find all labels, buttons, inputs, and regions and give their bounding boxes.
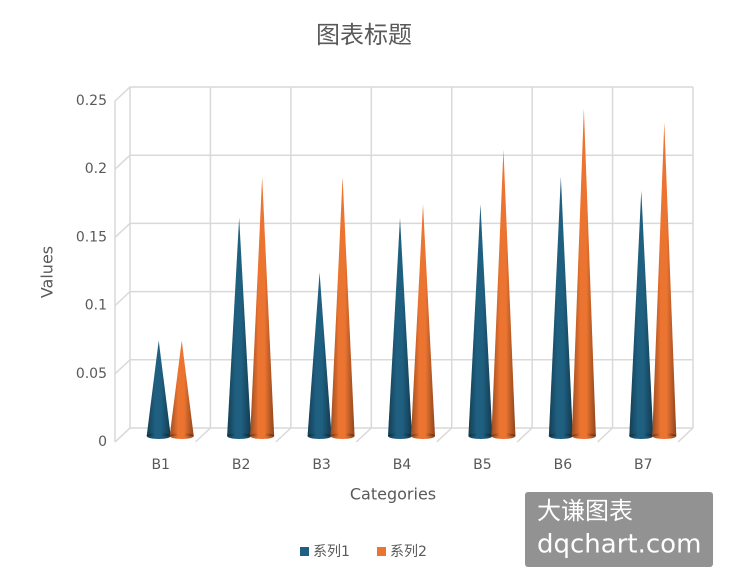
x-tick-label: B4: [393, 457, 412, 473]
cone-base-shade: [227, 433, 252, 439]
grid-line: [114, 154, 693, 170]
x-tick-label: B2: [232, 457, 251, 473]
cone-shade: [146, 340, 171, 436]
watermark-box: [525, 492, 713, 567]
cone-shade: [468, 204, 493, 436]
cone-shade: [250, 176, 275, 436]
x-tick-label: B6: [554, 457, 573, 473]
cone-base-shade: [169, 433, 194, 439]
cone: [411, 204, 435, 439]
cone-shade: [571, 108, 596, 436]
cone: [571, 108, 596, 439]
cone-base-shade: [571, 433, 596, 439]
chart-title: 图表标题: [316, 21, 412, 49]
legend-swatch: [300, 547, 309, 556]
cone-shade: [227, 217, 252, 436]
y-tick-label: 0.15: [76, 229, 107, 245]
cone: [491, 149, 516, 439]
cone-shade: [652, 122, 677, 436]
cone-base-shade: [411, 433, 435, 439]
cone-base-shade: [307, 433, 332, 439]
cone: [146, 340, 171, 439]
x-tick-label: B1: [151, 457, 170, 473]
cone-shade: [307, 272, 332, 436]
cone: [330, 176, 355, 439]
cone-base-shade: [548, 433, 573, 439]
cone: [250, 176, 275, 439]
cone-base-shade: [330, 433, 355, 439]
floor-line: [194, 427, 211, 443]
cone-shade: [169, 340, 194, 436]
cone-base-shade: [629, 433, 654, 439]
y-tick-label: 0.25: [76, 93, 107, 109]
cone: [468, 204, 493, 439]
x-tick-label: B7: [634, 457, 653, 473]
cone-base-shade: [491, 433, 516, 439]
y-tick-label: 0: [98, 434, 107, 450]
floor-line: [597, 427, 614, 443]
floor-line: [275, 427, 292, 443]
cone-base-shade: [468, 433, 493, 439]
cone-base-shade: [652, 433, 677, 439]
floor-line: [516, 427, 533, 443]
x-axis-title: Categories: [350, 485, 436, 504]
watermark-text: 大谦图表: [537, 497, 633, 525]
cone: [307, 272, 332, 439]
cone: [227, 217, 252, 439]
legend-label: 系列2: [390, 544, 427, 560]
cone-shade: [548, 176, 573, 436]
y-tick-label: 0.1: [85, 298, 107, 314]
floor-line: [436, 427, 453, 443]
cone: [548, 176, 573, 439]
x-tick-label: B5: [473, 457, 492, 473]
watermark-text: dqchart.com: [537, 530, 701, 560]
cone: [652, 122, 677, 439]
cone: [629, 190, 654, 439]
cone: [169, 340, 194, 439]
floor-line: [677, 427, 694, 443]
grid-line: [114, 86, 693, 102]
y-tick-label: 0.2: [85, 161, 107, 177]
x-tick-label: B3: [312, 457, 331, 473]
legend-label: 系列1: [313, 544, 350, 560]
cone-base-shade: [250, 433, 275, 439]
cone-shade: [629, 190, 654, 436]
y-tick-label: 0.05: [76, 366, 107, 382]
grid-line: [114, 222, 693, 238]
cone-base-shade: [146, 433, 171, 439]
floor-line: [355, 427, 372, 443]
cone-base-shade: [388, 433, 412, 439]
cone-shade: [330, 176, 355, 436]
cone: [388, 217, 412, 439]
legend-swatch: [377, 547, 386, 556]
cone-shade: [411, 204, 435, 436]
y-axis-title: Values: [38, 246, 57, 298]
cone-shade: [388, 217, 412, 436]
cone-shade: [491, 149, 516, 436]
